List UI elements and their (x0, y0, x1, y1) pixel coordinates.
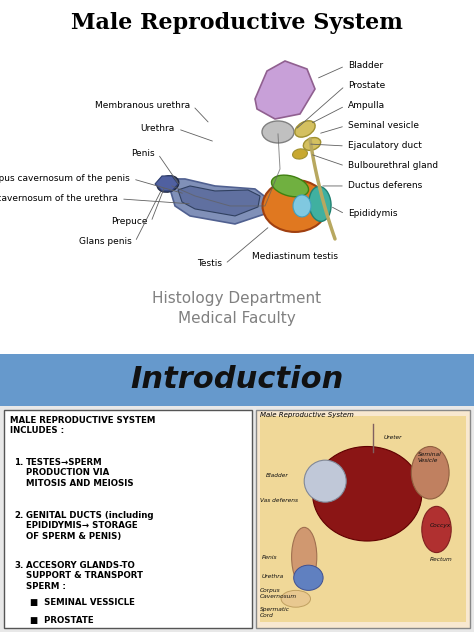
Text: Urethra: Urethra (141, 125, 175, 133)
Text: Seminal
Vesicle: Seminal Vesicle (418, 452, 441, 463)
Text: 1.: 1. (14, 458, 23, 467)
Text: Ureter: Ureter (384, 435, 402, 440)
Text: Rectum: Rectum (430, 557, 453, 562)
Text: 2.: 2. (14, 511, 23, 520)
Ellipse shape (309, 186, 331, 221)
Text: Corpus
Cavernosum: Corpus Cavernosum (260, 588, 297, 599)
Ellipse shape (272, 175, 309, 197)
Text: Testis: Testis (197, 260, 222, 269)
Text: ■  SEMINAL VESSICLE: ■ SEMINAL VESSICLE (30, 598, 135, 607)
FancyBboxPatch shape (256, 410, 470, 628)
Ellipse shape (263, 180, 328, 232)
Text: Introduction: Introduction (130, 365, 344, 394)
FancyBboxPatch shape (0, 354, 474, 406)
Text: Male Reproductive System: Male Reproductive System (260, 412, 354, 418)
Text: Ductus deferens: Ductus deferens (348, 181, 422, 190)
FancyBboxPatch shape (4, 410, 252, 628)
Text: Penis: Penis (131, 149, 155, 159)
Text: Ejaculatory duct: Ejaculatory duct (348, 142, 422, 150)
Text: Epididymis: Epididymis (348, 209, 398, 219)
Ellipse shape (294, 565, 323, 590)
Text: ■  PROSTATE: ■ PROSTATE (30, 616, 94, 625)
Polygon shape (255, 61, 315, 119)
Text: Vas deferens: Vas deferens (260, 498, 298, 503)
Ellipse shape (292, 149, 308, 159)
Text: Histology Department: Histology Department (153, 291, 321, 307)
FancyBboxPatch shape (260, 416, 466, 622)
Ellipse shape (281, 590, 310, 607)
Ellipse shape (262, 121, 294, 143)
Text: Mediastinum testis: Mediastinum testis (252, 252, 338, 261)
Polygon shape (178, 186, 260, 216)
Ellipse shape (422, 506, 451, 552)
Text: Prostate: Prostate (348, 82, 385, 90)
Ellipse shape (295, 121, 315, 137)
Text: GENITAL DUCTS (including
EPIDIDYMIS→ STORAGE
OF SPERM & PENIS): GENITAL DUCTS (including EPIDIDYMIS→ STO… (26, 511, 154, 541)
Text: Membranous urethra: Membranous urethra (95, 102, 190, 111)
Ellipse shape (304, 460, 346, 502)
Ellipse shape (411, 446, 449, 499)
Text: Corpus cavernosum of the penis: Corpus cavernosum of the penis (0, 174, 130, 183)
Text: Glans penis: Glans penis (79, 238, 132, 246)
Text: ACCESORY GLANDS-TO
SUPPORT & TRANSPORT
SPERM :: ACCESORY GLANDS-TO SUPPORT & TRANSPORT S… (26, 561, 143, 591)
Text: Coccyx: Coccyx (430, 523, 451, 528)
Text: Urethra: Urethra (262, 574, 284, 578)
Ellipse shape (293, 195, 311, 217)
Text: Bladder: Bladder (266, 473, 289, 478)
Polygon shape (155, 176, 178, 191)
Text: Seminal vesicle: Seminal vesicle (348, 121, 419, 130)
Ellipse shape (303, 138, 321, 150)
Text: Medical Faculty: Medical Faculty (178, 312, 296, 326)
Text: 3.: 3. (14, 561, 23, 570)
Text: Male Reproductive System: Male Reproductive System (71, 12, 403, 34)
Text: Bladder: Bladder (348, 61, 383, 71)
Text: TESTES→SPERM
PRODUCTION VIA
MITOSIS AND MEIOSIS: TESTES→SPERM PRODUCTION VIA MITOSIS AND … (26, 458, 134, 488)
Text: Bulbourethral gland: Bulbourethral gland (348, 161, 438, 171)
Text: Prepuce: Prepuce (111, 217, 148, 226)
Text: Spermatic
Cord: Spermatic Cord (260, 607, 290, 618)
Ellipse shape (157, 176, 179, 192)
Text: Corpus cavernosum of the urethra: Corpus cavernosum of the urethra (0, 195, 118, 204)
Text: Ampulla: Ampulla (348, 102, 385, 111)
Text: MALE REPRODUCTIVE SYSTEM
INCLUDES :: MALE REPRODUCTIVE SYSTEM INCLUDES : (10, 416, 155, 435)
Ellipse shape (312, 446, 422, 541)
FancyBboxPatch shape (0, 406, 474, 632)
Text: Penis: Penis (262, 555, 277, 560)
Polygon shape (170, 179, 268, 224)
Ellipse shape (292, 527, 317, 586)
